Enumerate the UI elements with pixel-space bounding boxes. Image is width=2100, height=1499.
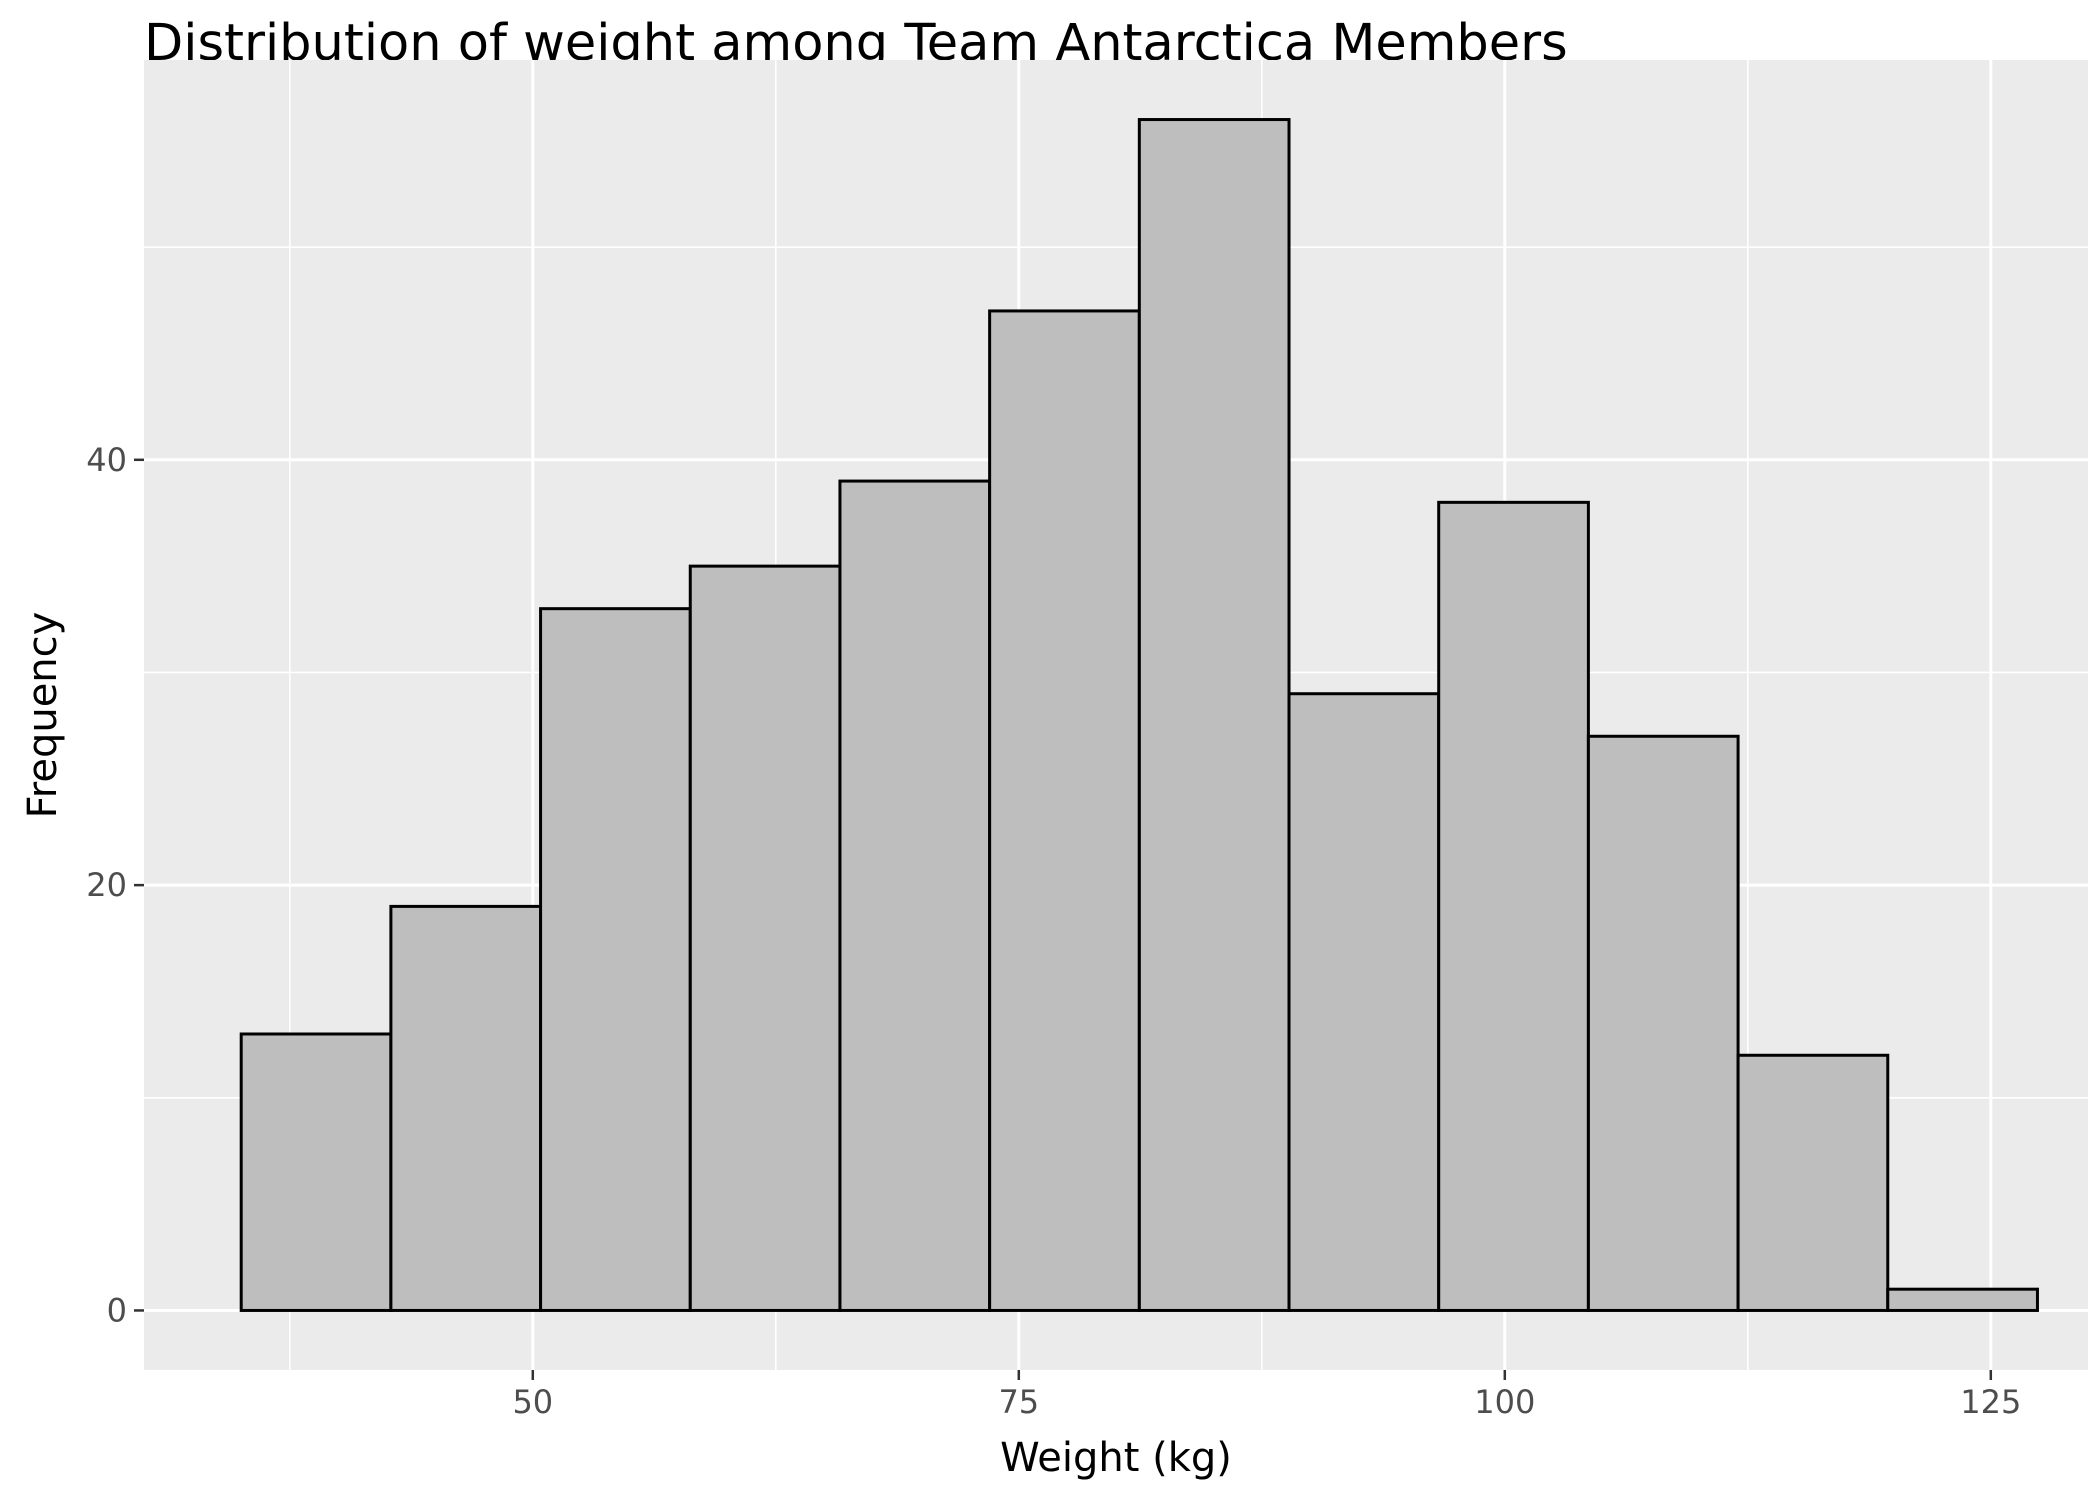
x-tick-label: 75 (998, 1383, 1039, 1421)
histogram-bar (389, 904, 543, 1312)
y-axis-title: Frequency (20, 612, 66, 819)
histogram-bar (1736, 1053, 1890, 1312)
x-tick-label: 50 (512, 1383, 553, 1421)
histogram-bar (539, 607, 692, 1312)
y-axis: 0 20 40 (86, 441, 144, 1329)
histogram-bar (1137, 118, 1291, 1312)
histogram-bar (838, 479, 992, 1312)
y-tick-label: 0 (107, 1291, 127, 1329)
y-tick-label: 20 (86, 866, 127, 904)
histogram-bar (1886, 1287, 2039, 1312)
histogram-bar (1437, 500, 1590, 1312)
x-axis-title: Weight (kg) (1000, 1435, 1232, 1481)
histogram-bar (688, 564, 842, 1312)
x-axis: 50 75 100 125 (512, 1370, 2021, 1421)
histogram-bar (988, 309, 1141, 1312)
histogram-bar (1287, 692, 1441, 1312)
y-tick-label: 40 (86, 441, 127, 479)
histogram-bar (239, 1032, 393, 1312)
histogram-bar (1586, 734, 1740, 1312)
x-tick-label: 100 (1474, 1383, 1535, 1421)
histogram-bars (239, 118, 2039, 1312)
x-tick-label: 125 (1960, 1383, 2021, 1421)
